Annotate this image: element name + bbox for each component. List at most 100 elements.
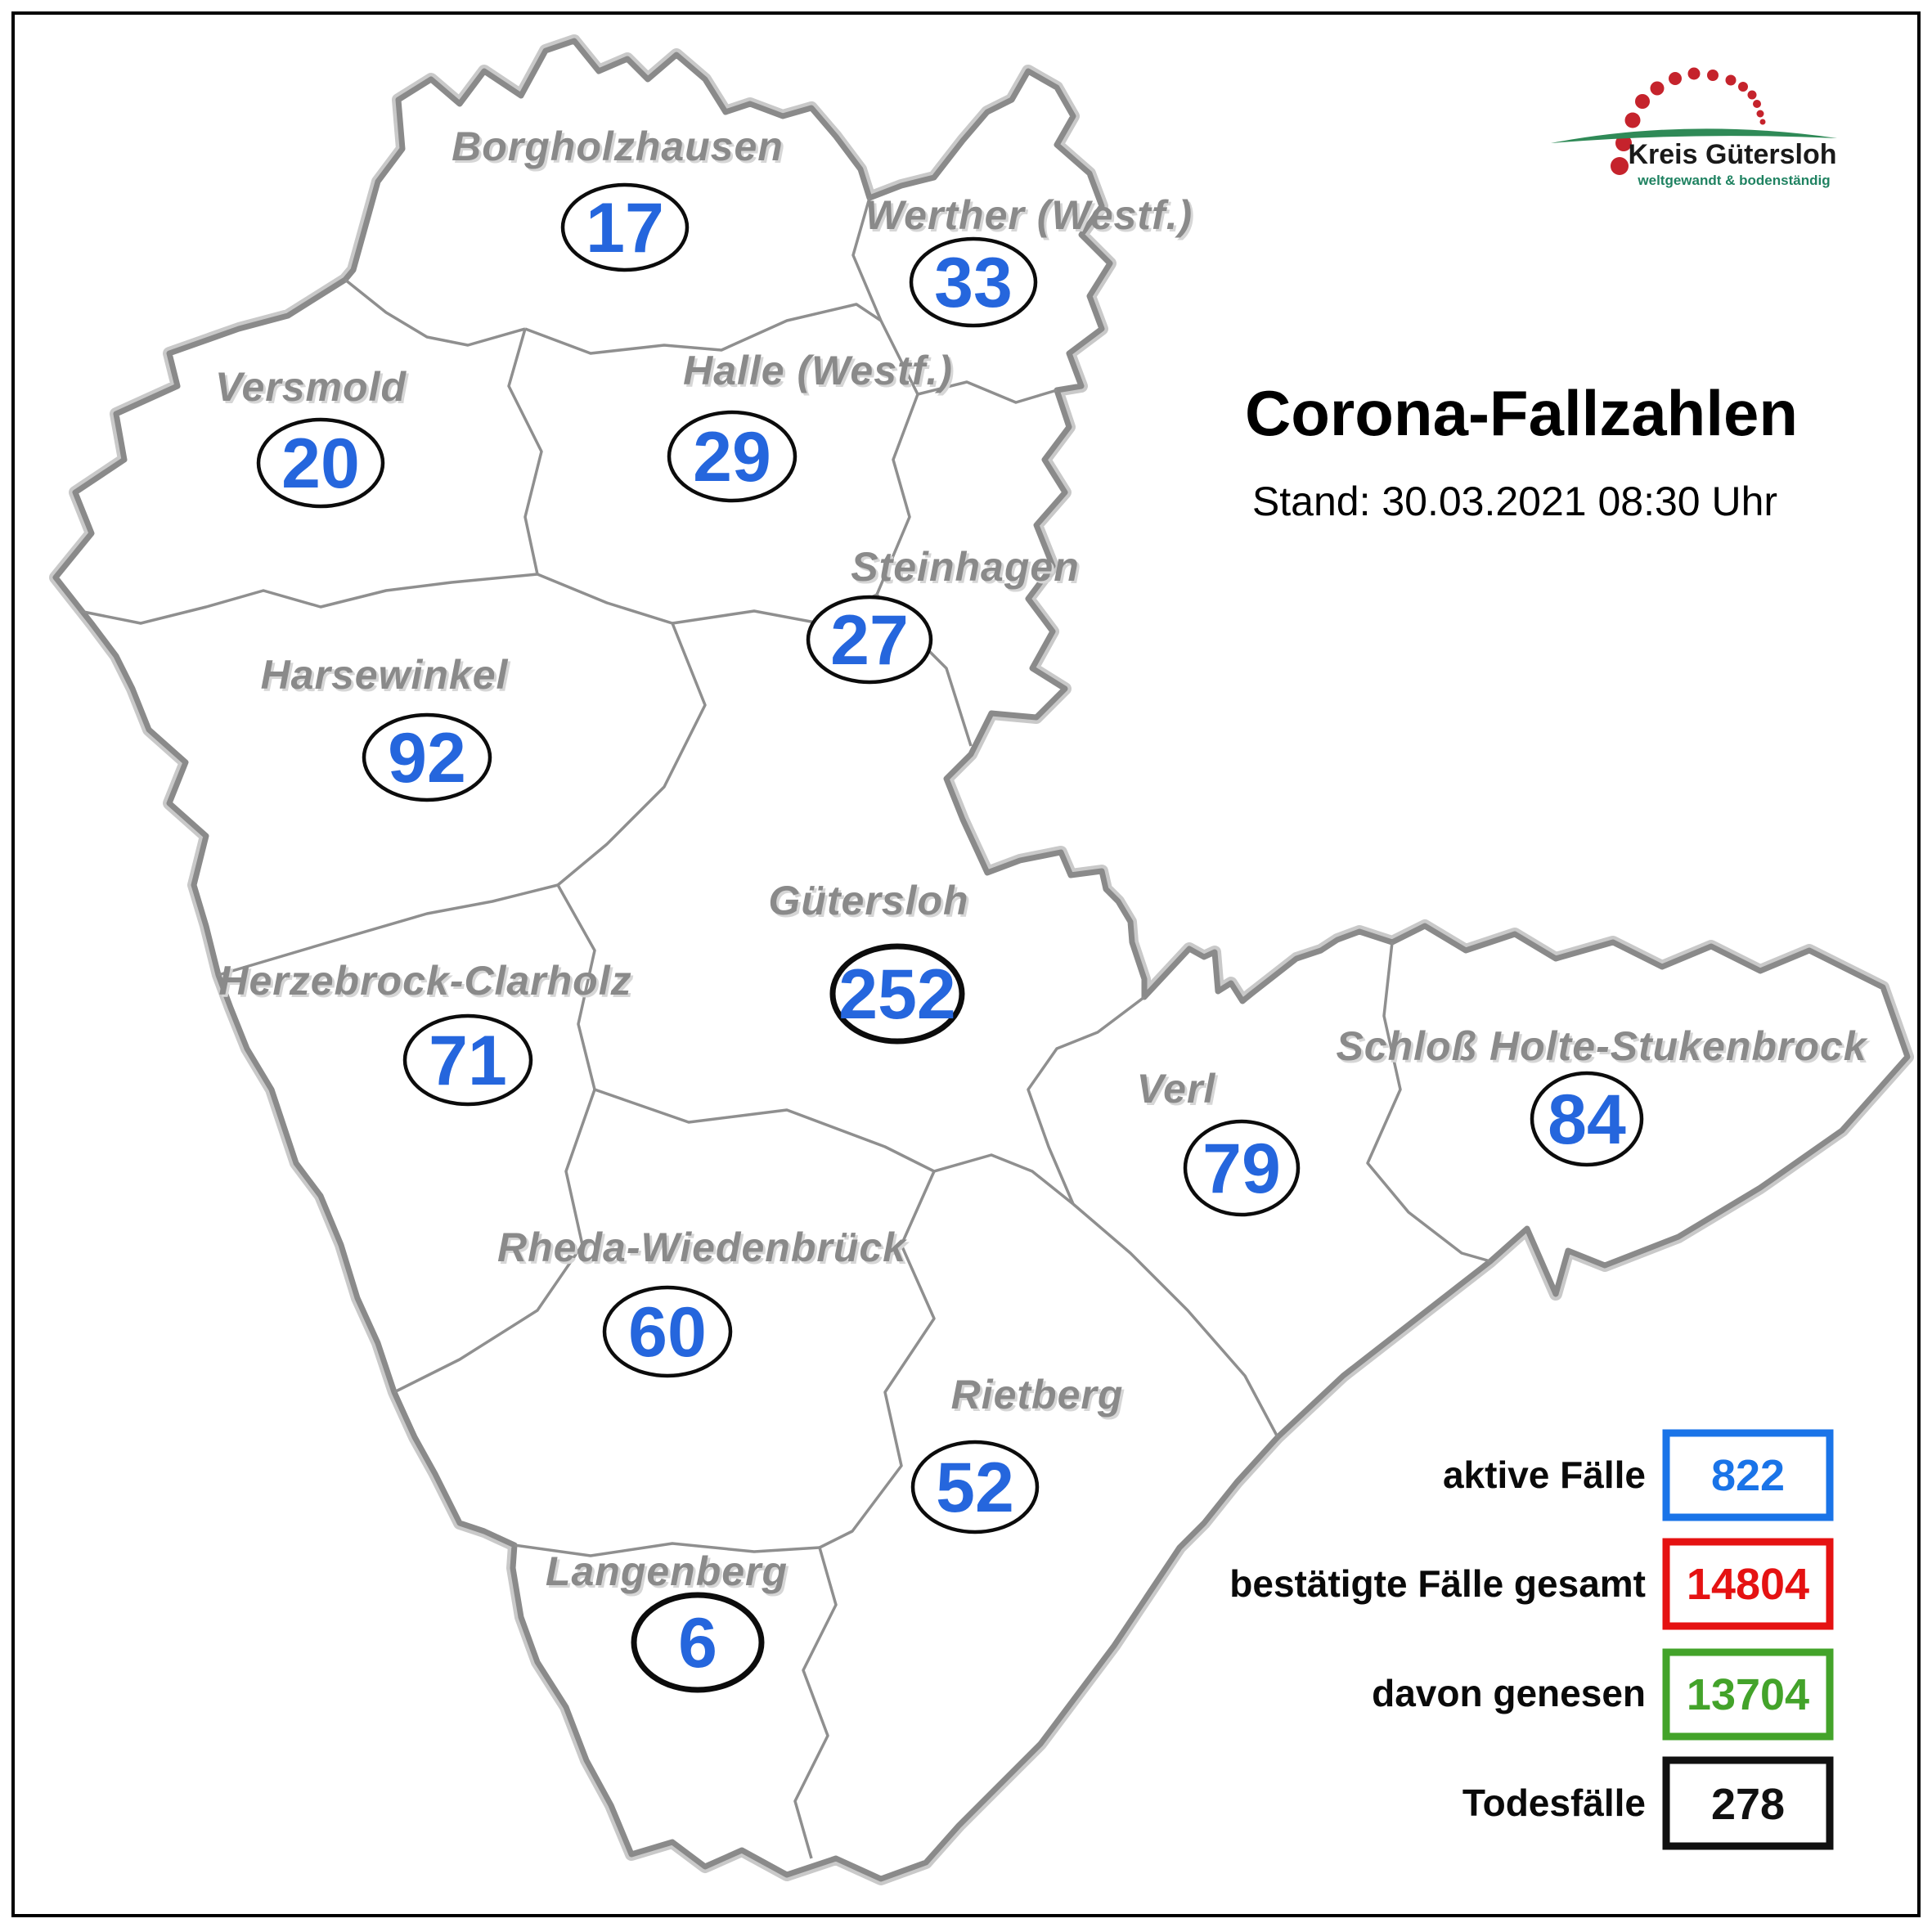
legend-box-deaths [1662, 1756, 1834, 1850]
legend-box-confirmed-total [1662, 1538, 1834, 1630]
case-count-guetersloh: 252 [838, 955, 956, 1034]
municipal-border [594, 1088, 935, 1173]
municipal-border [507, 328, 543, 575]
logo-dot [1738, 82, 1748, 92]
case-count-herzebrock-clarholz: 71 [429, 1022, 507, 1100]
page-border-frame [11, 11, 1921, 1917]
municipal-border [79, 573, 538, 625]
logo-dot [1650, 81, 1665, 96]
case-ellipse-werther [909, 236, 1038, 328]
region-label-verl: Verl [1137, 1066, 1216, 1112]
case-count-rietberg: 52 [936, 1449, 1014, 1527]
logo-tagline: weltgewandt & bodenständig [1637, 173, 1830, 188]
municipal-border [514, 1542, 820, 1557]
region-label-langenberg: Langenberg [546, 1548, 788, 1594]
municipal-border [524, 303, 882, 355]
legend-value-deaths: 278 [1711, 1780, 1785, 1829]
legend-label-active-cases: aktive Fälle [1443, 1453, 1646, 1496]
page-title: Corona-Fallzahlen [1245, 377, 1798, 449]
case-count-borgholzhausen: 17 [586, 189, 664, 267]
case-count-werther: 33 [934, 244, 1013, 322]
logo-dot [1747, 90, 1757, 100]
region-label-herzebrock-clarholz: Herzebrock-Clarholz [218, 958, 631, 1004]
status-timestamp: Stand: 30.03.2021 08:30 Uhr [1252, 479, 1777, 524]
region-label-steinhagen: Steinhagen [851, 544, 1079, 590]
logo-dot [1615, 135, 1632, 151]
logo-dot [1707, 70, 1719, 81]
municipal-border [556, 622, 707, 887]
case-ellipses [256, 182, 1644, 1693]
region-label-guetersloh: Gütersloh [768, 878, 968, 923]
legend-label-recovered: davon genesen [1372, 1672, 1646, 1714]
municipal-border [793, 1170, 936, 1859]
logo-swoosh-icon [1551, 128, 1837, 143]
logo-dot [1756, 110, 1764, 118]
municipal-border [344, 278, 526, 347]
region-label-harsewinkel: Harsewinkel [261, 652, 509, 698]
municipal-border [1027, 995, 1146, 1205]
case-ellipse-langenberg [631, 1592, 765, 1693]
logo-dot [1759, 119, 1766, 125]
case-ellipse-verl [1183, 1119, 1301, 1217]
case-ellipse-rietberg [910, 1440, 1040, 1534]
legend-label-confirmed-total: bestätigte Fälle gesamt [1229, 1562, 1646, 1605]
region-label-schloss-holte-stukenbrock: Schloß Holte-Stukenbrock [1336, 1023, 1867, 1069]
district-outline [52, 38, 1911, 1882]
logo-dot [1624, 112, 1641, 128]
region-label-versmold: Versmold [215, 364, 407, 410]
case-ellipse-harsewinkel [362, 712, 492, 802]
legend-label-deaths: Todesfälle [1462, 1781, 1646, 1824]
logo-dot [1635, 94, 1650, 109]
legend-value-recovered: 13704 [1687, 1670, 1809, 1719]
case-ellipse-versmold [256, 417, 385, 509]
municipal-borders [79, 197, 1491, 1859]
logo-dot [1725, 74, 1737, 86]
case-count-langenberg: 6 [678, 1604, 717, 1683]
municipal-border [851, 197, 919, 395]
case-ellipse-halle [667, 410, 798, 503]
municipal-border [1072, 1202, 1279, 1438]
case-ellipse-schloss-holte-stukenbrock [1530, 1071, 1644, 1167]
legend-value-active-cases: 822 [1711, 1451, 1785, 1500]
region-labels: Borgholzhausen Werther (Westf.) Versmold… [215, 124, 1867, 1594]
municipal-border [393, 1089, 596, 1394]
municipal-border [556, 884, 596, 1090]
case-ellipse-guetersloh [829, 943, 965, 1045]
case-count-harsewinkel: 92 [388, 719, 466, 798]
region-label-rheda-wiedenbrueck: Rheda-Wiedenbrück [497, 1224, 907, 1270]
case-count-verl: 79 [1202, 1130, 1281, 1208]
legend-box-recovered [1662, 1648, 1834, 1741]
case-ellipse-rheda-wiedenbrueck [602, 1285, 733, 1378]
region-label-halle: Halle (Westf.) [683, 348, 953, 393]
region-label-werther: Werther (Westf.) [865, 192, 1193, 238]
legend-box-active-cases [1662, 1429, 1834, 1521]
case-count-halle: 29 [693, 418, 771, 496]
case-count-rheda-wiedenbrueck: 60 [628, 1293, 707, 1372]
municipal-border [218, 883, 559, 977]
kreis-guetersloh-logo: Kreis Gütersloh weltgewandt & bodenständ… [1551, 67, 1837, 188]
legend: aktive Fälle 822 bestätigte Fälle gesamt… [1229, 1429, 1834, 1850]
logo-dot [1611, 157, 1629, 175]
municipal-border [1366, 941, 1491, 1263]
case-count-versmold: 20 [281, 425, 360, 503]
municipal-border [537, 573, 673, 625]
municipal-border [933, 1153, 1075, 1206]
case-numbers: 17 33 20 29 27 92 252 71 79 84 60 52 6 [281, 189, 1626, 1683]
case-count-schloss-holte-stukenbrock: 84 [1548, 1081, 1626, 1159]
logo-dots-arc-icon [1611, 67, 1766, 175]
case-ellipse-steinhagen [806, 595, 933, 685]
case-ellipse-borgholzhausen [560, 182, 690, 272]
region-label-rietberg: Rietberg [951, 1372, 1124, 1418]
case-count-steinhagen: 27 [830, 601, 909, 680]
region-label-borgholzhausen: Borgholzhausen [452, 124, 784, 169]
legend-value-confirmed-total: 14804 [1687, 1560, 1809, 1609]
logo-dot [1753, 100, 1761, 108]
municipal-border [917, 380, 1058, 404]
municipal-border [875, 393, 919, 595]
logo-dot [1687, 67, 1701, 80]
logo-name: Kreis Gütersloh [1628, 139, 1836, 170]
logo-dot [1669, 72, 1682, 85]
case-ellipse-herzebrock-clarholz [402, 1013, 533, 1107]
